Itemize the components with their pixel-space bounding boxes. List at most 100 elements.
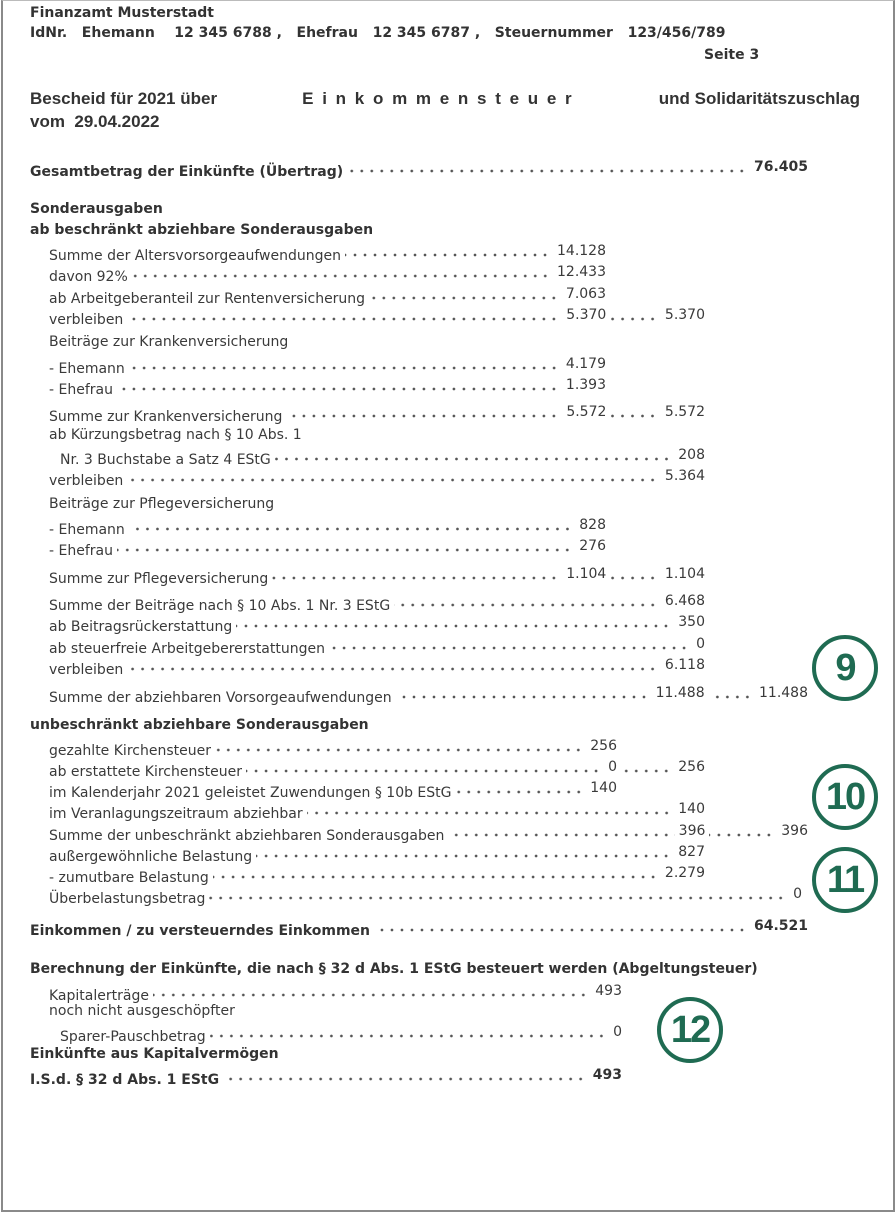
line-value: 396 [781, 823, 808, 839]
line-label: Sonderausgaben [30, 201, 163, 217]
line-value: 76.405 [753, 159, 808, 175]
line-value: 0 [613, 1024, 622, 1040]
page-number: Seite 3 [704, 47, 760, 63]
dot-leader [448, 822, 675, 840]
line-label: im Veranlagungszeitraum abziehbar [49, 806, 303, 822]
line-item: Überbelastungsbetrag 0 [49, 885, 802, 908]
line-label: ab Beitragsrückerstattung [49, 619, 233, 635]
line-value: 396 [678, 823, 706, 839]
dot-leader [127, 306, 563, 324]
line-value: 64.521 [753, 918, 808, 934]
line-label: - zumutbare Belastung [49, 870, 209, 886]
dot-leader [128, 516, 576, 534]
dot-leader [610, 306, 661, 324]
dot-leader [256, 843, 675, 861]
annotation-badge-9: 9 [812, 635, 878, 701]
dot-leader [152, 982, 592, 1000]
line-label: - Ehemann [49, 361, 125, 377]
dot-leader [708, 684, 755, 702]
line-item: davon 92% 12.433 [49, 263, 606, 286]
line-value: 828 [579, 517, 606, 533]
line-value: 140 [678, 801, 705, 817]
line-label: Summe zur Pflegeversicherung [49, 571, 269, 587]
line-item: Summe der abziehbaren Vorsorgeaufwendung… [49, 684, 808, 707]
dot-leader [347, 158, 750, 176]
line-value: 5.370 [664, 307, 705, 323]
line-label: Überbelastungsbetrag [49, 891, 206, 907]
dot-leader [274, 446, 675, 464]
dot-leader [236, 613, 675, 631]
line-item: Gesamtbetrag der Einkünfte (Übertrag) 76.… [30, 158, 808, 181]
line-label: Beiträge zur Krankenversicherung [49, 334, 289, 350]
line-label: I.S.d. § 32 d Abs. 1 EStG [30, 1072, 220, 1088]
line-label: Einkommen / zu versteuerndes Einkommen [30, 923, 370, 939]
line-item: Kapitalerträge 493 [49, 982, 622, 1005]
line-item: verbleiben 6.118 [49, 656, 705, 679]
line-item: Beiträge zur Krankenversicherung [49, 333, 288, 351]
dot-leader [127, 656, 661, 674]
line-label: Gesamtbetrag der Einkünfte (Übertrag) [30, 164, 344, 180]
line-item: gezahlte Kirchensteuer 256 [49, 737, 617, 760]
line-item: außergewöhnliche Belastung 827 [49, 843, 705, 866]
dot-leader [394, 592, 661, 610]
dot-leader [116, 537, 576, 555]
line-value: 6.118 [664, 657, 705, 673]
line-item: Beiträge zur Pflegeversicherung [49, 495, 274, 513]
dot-leader [127, 467, 661, 485]
line-item: ab Beitragsrückerstattung 350 [49, 613, 705, 636]
line-item: I.S.d. § 32 d Abs. 1 EStG 493 [30, 1066, 622, 1089]
dot-leader [223, 1066, 589, 1084]
dot-leader [610, 565, 661, 583]
line-item: Nr. 3 Buchstabe a Satz 4 EStG 208 [60, 446, 705, 469]
line-value: 12.433 [557, 264, 606, 280]
annotation-badge-10: 10 [812, 764, 878, 830]
line-value: 140 [590, 780, 617, 796]
id-line: IdNr. Ehemann 12 345 6788 , Ehefrau 12 3… [30, 25, 726, 41]
line-label: verbleiben [49, 473, 124, 489]
line-item: Summe der unbeschränkt abziehbaren Sonde… [49, 822, 808, 845]
line-label: Beiträge zur Pflegeversicherung [49, 496, 275, 512]
line-value: 493 [595, 983, 622, 999]
line-value: 1.104 [566, 566, 607, 582]
line-label: im Kalenderjahr 2021 geleistet Zuwendung… [49, 785, 452, 801]
line-value: 256 [590, 738, 617, 754]
line-label: verbleiben [49, 312, 124, 328]
line-item: im Veranlagungszeitraum abziehbar 140 [49, 800, 705, 823]
line-value: 11.488 [759, 685, 808, 701]
line-label: Kapitalerträge [49, 988, 149, 1004]
line-label: Einkünfte aus Kapitalvermögen [30, 1046, 279, 1062]
line-label: - Ehefrau [49, 543, 113, 559]
annotation-badge-12: 12 [657, 997, 723, 1063]
dot-leader [214, 737, 587, 755]
line-label: außergewöhnliche Belastung [49, 849, 253, 865]
line-label: unbeschränkt abziehbare Sonderausgaben [30, 717, 369, 733]
title-part-2: E i n k o m m e n s t e u e r [302, 89, 574, 108]
line-item: verbleiben 5.370 5.370 [49, 306, 705, 329]
line-value: 6.468 [664, 593, 705, 609]
dot-leader [286, 403, 563, 421]
line-value: 256 [678, 759, 705, 775]
line-label: Summe der Altersvorsorgeaufwendungen [49, 248, 341, 264]
dot-leader [131, 263, 553, 281]
dot-leader [329, 635, 693, 653]
line-value: 0 [696, 636, 705, 652]
line-value: 1.393 [565, 377, 606, 393]
line-value: 208 [678, 447, 705, 463]
line-item: - Ehefrau 276 [49, 537, 606, 560]
line-label: Summe der unbeschränkt abziehbaren Sonde… [49, 828, 445, 844]
dot-leader [709, 822, 778, 840]
dot-leader [455, 779, 587, 797]
line-label: ab steuerfreie Arbeitgebererstattungen [49, 641, 325, 657]
dot-leader [128, 355, 562, 373]
dot-leader [621, 758, 675, 776]
line-label: gezahlte Kirchensteuer [49, 743, 211, 759]
line-item: unbeschränkt abziehbare Sonderausgaben [30, 716, 369, 734]
line-item: Berechnung der Einkünfte, die nach § 32 … [30, 960, 758, 978]
line-item: Sonderausgaben [30, 200, 163, 218]
line-item: Summe der Beiträge nach § 10 Abs. 1 Nr. … [49, 592, 705, 615]
line-value: 0 [608, 759, 618, 775]
line-value: 5.364 [664, 468, 705, 484]
line-value: 5.370 [566, 307, 607, 323]
line-label: Summe zur Krankenversicherung [49, 409, 283, 425]
